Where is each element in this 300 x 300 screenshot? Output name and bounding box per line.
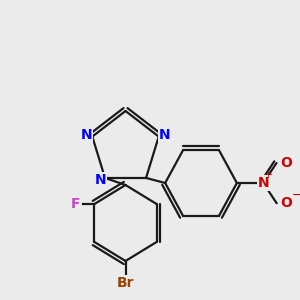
- Text: N: N: [159, 128, 170, 142]
- Text: Br: Br: [117, 276, 134, 290]
- Text: F: F: [71, 197, 80, 211]
- Text: O: O: [280, 196, 292, 210]
- Text: −: −: [292, 188, 300, 202]
- Text: N: N: [81, 128, 92, 142]
- Text: O: O: [280, 156, 292, 170]
- Text: N: N: [94, 173, 106, 187]
- Text: +: +: [263, 170, 273, 180]
- Text: N: N: [257, 176, 269, 190]
